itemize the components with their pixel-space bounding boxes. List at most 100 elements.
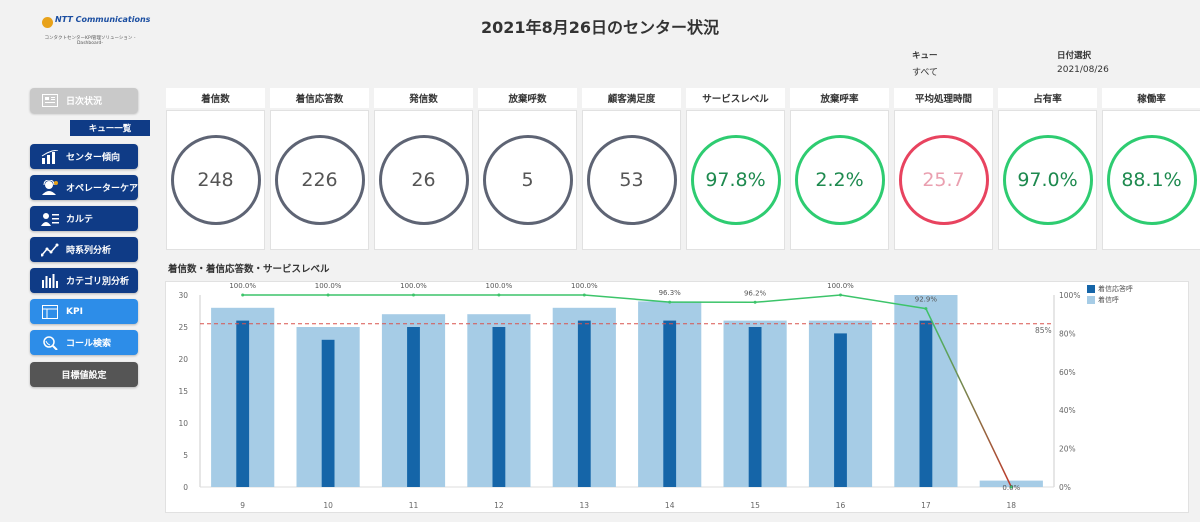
service-level-data-label: 100.0%	[571, 282, 598, 290]
daily-status-icon	[40, 93, 60, 109]
sidebar-item-label: カルテ	[66, 215, 94, 225]
bar-answered	[834, 333, 847, 487]
legend-swatch-answered	[1087, 284, 1095, 293]
y-tick-label-right: 20%	[1059, 445, 1076, 454]
service-level-point	[839, 293, 842, 297]
service-level-point	[668, 300, 672, 304]
service-level-point	[412, 293, 415, 297]
y-tick-label-right: 100%	[1059, 291, 1080, 300]
kpi-card[interactable]: 97.8%	[686, 110, 785, 250]
logo-brand-text: NTT Communications	[55, 15, 151, 24]
kpi-title: 放棄呼率	[790, 88, 889, 108]
sidebar-item-call-search[interactable]: コール検索	[30, 330, 138, 355]
kpi-value-circle: 97.8%	[690, 135, 781, 225]
x-tick-label: 11	[409, 501, 419, 510]
chart-record-icon	[40, 211, 60, 227]
sidebar-item-label: カテゴリ別分析	[66, 277, 130, 287]
bar-answered	[577, 320, 591, 487]
kpi-card[interactable]: 2.2%	[790, 110, 889, 250]
y-tick-label-right: 80%	[1059, 329, 1076, 338]
sidebar-item-label: KPI	[66, 306, 83, 317]
y-tick-label-left: 15	[178, 387, 188, 396]
x-tick-label: 12	[494, 501, 504, 510]
target-settings-button[interactable]: 目標値設定	[30, 362, 138, 387]
kpi-card[interactable]: 88.1%	[1102, 110, 1200, 250]
kpi-title: 着信数	[166, 88, 265, 108]
bar-answered	[492, 327, 506, 487]
kpi-card[interactable]: 53	[582, 110, 681, 250]
kpi-title: 顧客満足度	[582, 88, 681, 108]
date-filter[interactable]: 日付選択 2021/08/26	[1057, 49, 1109, 75]
sidebar-item-label: 時系列分析	[66, 246, 112, 256]
service-level-data-label: 96.2%	[744, 289, 767, 297]
service-level-point	[924, 307, 928, 311]
kpi-title: 放棄呼数	[478, 88, 577, 108]
queue-filter-value[interactable]: すべて	[912, 68, 939, 78]
logo-wordmark: NTT Communications	[42, 14, 150, 28]
sidebar-item-kpi[interactable]: KPI	[30, 299, 138, 324]
x-tick-label: 15	[750, 501, 760, 510]
service-level-point	[326, 293, 330, 297]
sidebar-item-operator-care[interactable]: オペレーターケア	[30, 175, 138, 200]
logo-subtitle: コンタクトセンターKPI管理ソリューション -Dashboard-	[44, 36, 136, 46]
x-tick-label: 13	[580, 501, 590, 510]
y-tick-label-left: 10	[178, 419, 188, 428]
sidebar-item-category[interactable]: カテゴリ別分析	[30, 268, 138, 293]
service-level-data-label: 100.0%	[400, 282, 427, 290]
operator-icon	[40, 180, 60, 196]
queue-filter[interactable]: キュー すべて	[912, 49, 938, 78]
bar-trend-icon	[40, 149, 60, 165]
date-filter-value[interactable]: 2021/08/26	[1057, 65, 1109, 75]
kpi-card[interactable]: 26	[374, 110, 473, 250]
service-level-point	[753, 300, 757, 304]
kpi-title: サービスレベル	[686, 88, 785, 108]
combo-chart: 0 5 10 15 20 25 30 0% 20% 40% 60% 80% 100% 9 10 11 12 13 1…	[178, 282, 1080, 510]
bar-answered	[407, 327, 420, 487]
sidebar-item-label: コール検索	[66, 339, 112, 349]
logo-dot-icon	[42, 17, 53, 28]
service-level-segment	[840, 294, 927, 310]
kpi-value-circle: 248	[170, 135, 261, 225]
sidebar-item-daily[interactable]: 日次状況	[30, 88, 138, 113]
kpi-value-circle: 97.0%	[1002, 135, 1093, 225]
service-level-data-label: 100.0%	[229, 282, 256, 290]
x-tick-label: 16	[836, 501, 846, 510]
kpi-grid-icon	[40, 304, 60, 320]
chart-title: 着信数・着信応答数・サービスレベル	[168, 264, 330, 275]
y-tick-label-right: 0%	[1059, 483, 1071, 492]
chart-legend: 着信応答呼 着信呼	[1087, 283, 1133, 305]
kpi-value-circle: 5	[482, 135, 573, 225]
sidebar-item-center-trend[interactable]: センター傾向	[30, 144, 138, 169]
queue-list-button[interactable]: キュー一覧	[70, 120, 150, 136]
x-tick-label: 10	[323, 501, 333, 510]
kpi-title: 稼働率	[1102, 88, 1200, 108]
kpi-card[interactable]: 25.7	[894, 110, 993, 250]
date-filter-label: 日付選択	[1057, 51, 1092, 61]
service-level-data-label: 92.9%	[915, 296, 938, 304]
service-level-data-label: 100.0%	[486, 282, 513, 290]
call-search-icon	[40, 335, 60, 351]
kpi-title: 着信応答数	[270, 88, 369, 108]
category-bars-icon	[40, 273, 60, 289]
line-graph-icon	[40, 242, 60, 258]
kpi-card[interactable]: 5	[478, 110, 577, 250]
y-tick-label-right: 60%	[1059, 368, 1076, 377]
kpi-value-circle: 88.1%	[1106, 135, 1197, 225]
bar-answered	[321, 339, 335, 487]
bar-answered	[663, 320, 677, 487]
kpi-value-circle: 25.7	[898, 135, 989, 225]
sidebar-item-label: オペレーターケア	[66, 184, 139, 194]
kpi-value-circle: 226	[274, 135, 365, 225]
target-label: 85%	[1035, 326, 1052, 335]
sidebar-item-karte[interactable]: カルテ	[30, 206, 138, 231]
kpi-card[interactable]: 226	[270, 110, 369, 250]
service-level-point	[497, 293, 501, 297]
x-tick-label: 17	[921, 501, 931, 510]
sidebar-item-time-series[interactable]: 時系列分析	[30, 237, 138, 262]
page-title: 2021年8月26日のセンター状況	[481, 18, 719, 37]
kpi-card[interactable]: 248	[166, 110, 265, 250]
kpi-card[interactable]: 97.0%	[998, 110, 1097, 250]
service-level-data-label: 0.0%	[1002, 484, 1020, 492]
x-tick-label: 18	[1007, 501, 1017, 510]
y-tick-label-left: 25	[178, 323, 188, 332]
